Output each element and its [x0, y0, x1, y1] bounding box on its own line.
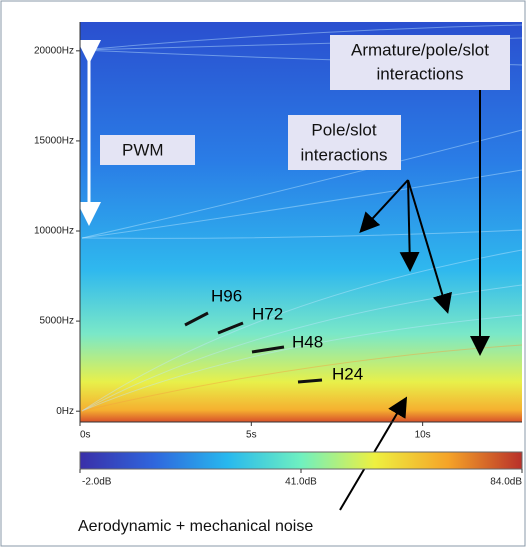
annotation: Armature/pole/slot — [351, 40, 489, 59]
annotation: H96 — [211, 286, 242, 305]
harmonic-marks — [184, 311, 323, 384]
annotation-box — [330, 35, 510, 90]
annotation-box — [288, 115, 401, 170]
annotation: H24 — [332, 364, 363, 383]
colorbar-tick-label: 84.0dB — [490, 477, 522, 488]
y-tick-label: 10000Hz — [34, 226, 74, 237]
annotation: Aerodynamic + mechanical noise — [78, 518, 313, 535]
colorbar-tick-label: -2.0dB — [82, 477, 112, 488]
y-tick-label: 15000Hz — [34, 136, 74, 147]
annotation: interactions — [301, 145, 388, 164]
annotation: Pole/slot — [311, 120, 376, 139]
colorbar — [79, 451, 523, 470]
y-tick-label: 20000Hz — [34, 45, 74, 56]
y-tick-label: 0Hz — [56, 406, 74, 417]
annotation: interactions — [377, 64, 464, 83]
x-tick-label: 0s — [80, 430, 91, 441]
x-tick-label: 10s — [415, 430, 431, 441]
annotation: PWM — [122, 140, 164, 159]
colorbar-tick-label: 41.0dB — [285, 477, 317, 488]
y-tick-label: 5000Hz — [40, 316, 74, 327]
annotation: H48 — [292, 332, 323, 351]
annotation-box — [100, 135, 195, 165]
annotation: H72 — [252, 304, 283, 323]
x-tick-label: 5s — [246, 430, 257, 441]
